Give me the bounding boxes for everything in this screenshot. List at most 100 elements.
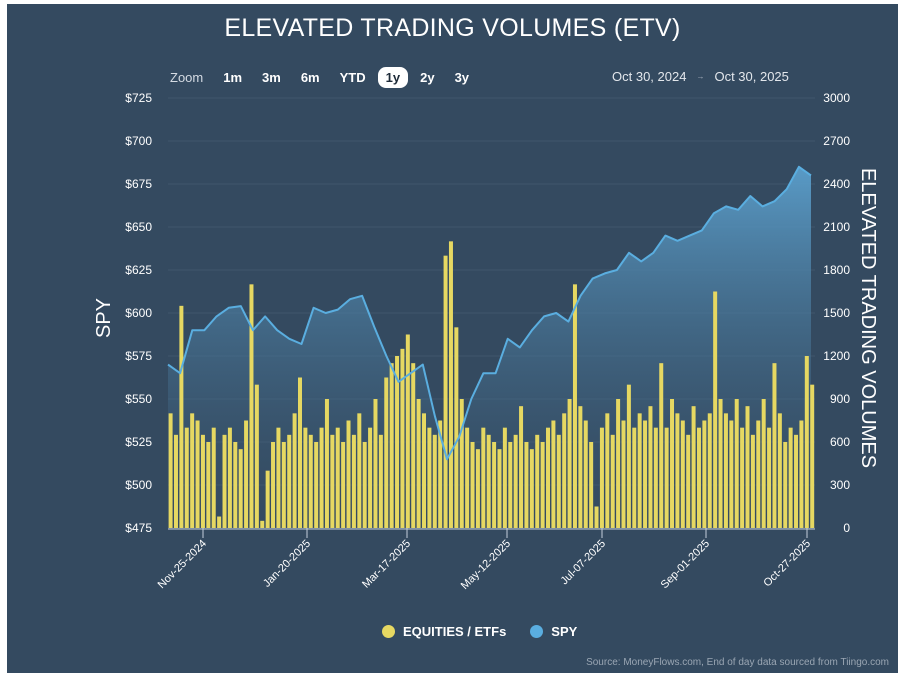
zoom-1m-button[interactable]: 1m — [223, 70, 243, 85]
y-right-tick-label: 600 — [830, 435, 850, 449]
etv-bar — [767, 427, 772, 528]
zoom-ytd-button[interactable]: YTD — [339, 70, 366, 85]
etv-bar — [244, 420, 249, 528]
etv-bar — [702, 420, 707, 528]
y-left-tick-label: $625 — [125, 263, 152, 277]
y-right-tick-label: 1200 — [823, 349, 850, 363]
etv-bar — [492, 442, 497, 528]
zoom-3m-button[interactable]: 3m — [262, 70, 281, 85]
etv-bar — [448, 241, 453, 529]
y-left-tick-label: $650 — [125, 220, 152, 234]
source-note: Source: MoneyFlows.com, End of day data … — [586, 657, 889, 668]
y-left-tick-label: $525 — [125, 435, 152, 449]
etv-bar — [578, 406, 583, 528]
zoom-controls: Zoom 1m 3m 6m YTD 1y 2y 3y — [170, 67, 481, 88]
etv-bar — [173, 434, 178, 528]
etv-bar — [794, 434, 799, 528]
y-left-title: SPY — [93, 298, 115, 338]
etv-bar — [567, 399, 572, 528]
etv-bar — [206, 442, 211, 528]
etv-bar — [292, 413, 297, 528]
etv-bar — [799, 420, 804, 528]
y-left-tick-label: $550 — [125, 392, 152, 406]
etv-bar — [298, 377, 302, 528]
y-left-tick-label: $725 — [125, 91, 152, 105]
etv-bar — [696, 427, 701, 528]
etv-bar — [454, 327, 459, 528]
etv-bar — [546, 427, 551, 528]
zoom-6m-button[interactable]: 6m — [300, 70, 320, 85]
etv-bar — [422, 413, 426, 528]
spy-line — [167, 165, 812, 461]
etv-bar — [190, 413, 195, 528]
etv-bar — [249, 284, 254, 528]
legend-item-spy[interactable]: SPY — [530, 624, 577, 639]
etv-bar — [680, 420, 685, 528]
legend-label: SPY — [551, 624, 578, 639]
etv-bar — [324, 399, 329, 528]
x-tick-label: Oct-27-2025 — [761, 538, 813, 590]
x-tick-label: Jan-20-2025 — [261, 538, 313, 590]
y-left-tick-label: $600 — [125, 306, 152, 320]
y-right-tick-label: 1800 — [823, 263, 850, 277]
range-arrow-icon: → — [696, 72, 705, 81]
range-to-input[interactable]: Oct 30, 2025 — [714, 69, 789, 84]
etv-bar — [357, 413, 362, 528]
etv-bar — [260, 520, 265, 528]
etv-bar — [217, 516, 222, 528]
etv-bar — [351, 434, 356, 528]
legend-item-equities[interactable]: EQUITIES / ETFs — [382, 624, 506, 639]
etv-bar — [335, 427, 340, 528]
etv-bar — [287, 434, 292, 528]
zoom-1y-button[interactable]: 1y — [377, 67, 409, 88]
range-from-input[interactable]: Oct 30, 2024 — [612, 69, 687, 84]
etv-bar — [184, 427, 189, 528]
etv-bar — [723, 413, 728, 528]
x-tick-label: Nov-25-2024 — [156, 538, 209, 591]
etv-bar — [804, 356, 809, 528]
y-right-tick-label: 1500 — [823, 306, 850, 320]
etv-bar — [486, 434, 491, 528]
y-right-tick-label: 900 — [830, 392, 850, 406]
etv-bar — [330, 434, 335, 528]
etv-bar — [626, 384, 631, 528]
etv-bar — [589, 442, 594, 528]
etv-bar — [271, 442, 276, 528]
y-right-tick-label: 300 — [830, 478, 850, 492]
etv-bar — [281, 442, 286, 528]
etv-bar — [788, 427, 793, 528]
etv-bar — [319, 427, 324, 528]
etv-bar — [308, 434, 313, 528]
etv-bar — [475, 449, 480, 528]
etv-bar — [572, 284, 577, 528]
etv-bar — [432, 434, 437, 528]
etv-bar — [529, 449, 534, 528]
etv-bar — [783, 442, 788, 528]
y-right-title: ELEVATED TRADING VOLUMES — [857, 168, 879, 468]
etv-bar — [621, 420, 626, 528]
etv-bar — [508, 442, 513, 528]
y-left-tick-label: $575 — [125, 349, 152, 363]
etv-bar — [583, 420, 588, 528]
etv-bar — [276, 427, 281, 528]
legend-label: EQUITIES / ETFs — [403, 624, 507, 639]
zoom-2y-button[interactable]: 2y — [420, 70, 435, 85]
etv-bar — [670, 399, 675, 528]
y-left-tick-label: $500 — [125, 478, 152, 492]
etv-bar — [470, 442, 475, 528]
etv-bar — [643, 420, 648, 528]
etv-bar — [637, 413, 642, 528]
etv-bar — [713, 291, 718, 528]
etv-bar — [605, 413, 610, 528]
etv-bar — [443, 255, 448, 528]
etv-bar — [341, 442, 346, 528]
x-tick-label: Sep-01-2025 — [659, 538, 712, 591]
etv-bar — [707, 413, 712, 528]
legend: EQUITIES / ETFs SPY — [382, 624, 577, 639]
etv-bar — [427, 427, 432, 528]
etv-bar — [535, 434, 540, 528]
etv-bar — [540, 442, 545, 528]
zoom-3y-button[interactable]: 3y — [454, 70, 470, 85]
etv-bar — [195, 420, 200, 528]
etv-bar — [179, 305, 184, 528]
